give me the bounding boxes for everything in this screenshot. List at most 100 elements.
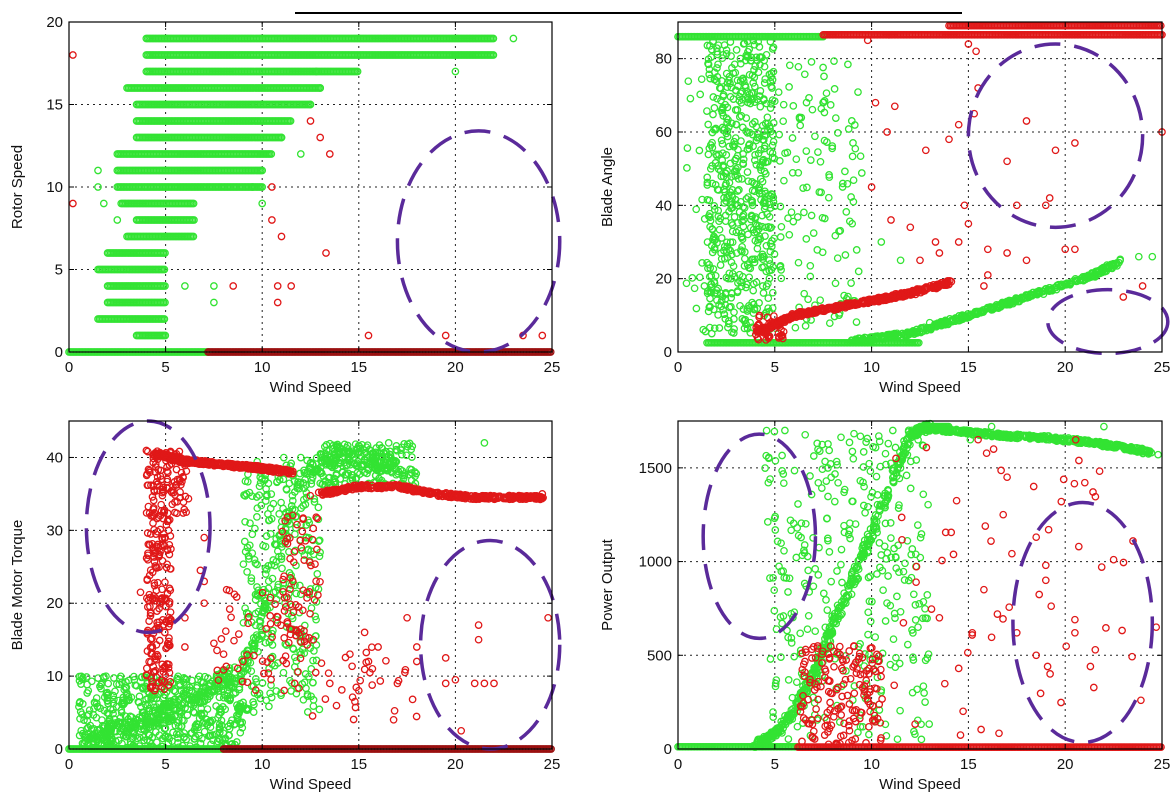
cloud-marker <box>738 235 747 244</box>
cloud-marker <box>721 217 730 226</box>
cloud-marker <box>722 49 731 58</box>
curve-marker <box>267 560 276 569</box>
y-tick-label: 15 <box>46 97 63 114</box>
data-point <box>1134 252 1143 261</box>
data-point <box>954 238 963 246</box>
cloud-marker <box>758 222 767 231</box>
cloud-marker <box>733 76 742 85</box>
cloud-marker <box>723 127 732 135</box>
cloud-marker <box>738 175 746 183</box>
cloud-marker <box>704 59 712 68</box>
curve-marker <box>1053 281 1061 290</box>
cloud-marker <box>731 106 740 114</box>
curve-marker <box>1091 273 1099 281</box>
data-point <box>945 135 953 144</box>
cloud-marker <box>800 70 809 79</box>
data-point <box>983 245 992 254</box>
cloud-marker <box>764 304 772 313</box>
cloud-marker <box>756 60 764 69</box>
cloud-marker <box>727 201 736 209</box>
data-point <box>1061 245 1070 254</box>
cloud-marker <box>776 233 785 241</box>
cloud-marker <box>754 335 763 344</box>
data-point <box>964 40 973 48</box>
cloud-marker <box>752 278 761 287</box>
cloud-marker <box>707 53 716 61</box>
cloud-marker <box>719 92 728 101</box>
curve-marker <box>932 284 941 293</box>
cloud-marker <box>779 117 788 126</box>
band-marker <box>258 166 267 175</box>
curve-marker <box>921 285 929 294</box>
cloud-marker <box>710 104 719 112</box>
cloud-marker <box>710 245 719 254</box>
plot-frame <box>677 21 1163 353</box>
cloud-marker <box>706 288 714 296</box>
cloud-marker <box>768 304 777 312</box>
cloud-marker <box>767 242 776 251</box>
curve-marker <box>307 480 316 488</box>
data-point <box>883 128 891 136</box>
cloud-marker <box>729 262 738 271</box>
cloud-marker <box>713 64 721 72</box>
cloud-marker <box>742 51 751 60</box>
cloud-marker <box>736 89 745 98</box>
cloud-marker <box>700 282 709 290</box>
cloud-marker <box>758 53 766 62</box>
cloud-marker <box>816 296 825 305</box>
data-point <box>441 331 450 340</box>
cloud-marker <box>698 195 706 204</box>
x-tick-label: 15 <box>350 359 367 376</box>
cloud-marker <box>726 159 735 168</box>
cloud-marker <box>715 84 724 92</box>
y-tick-label: 0 <box>55 344 63 361</box>
cloud-marker <box>770 202 779 210</box>
curve-marker <box>1087 272 1096 281</box>
cloud-marker <box>831 231 840 240</box>
y-tick-label: 10 <box>46 179 63 196</box>
cloud-marker <box>825 171 833 179</box>
cloud-marker <box>758 252 767 261</box>
cloud-marker <box>761 199 769 207</box>
cloud-marker <box>825 319 834 328</box>
cloud-marker <box>739 305 748 313</box>
cloud-marker <box>690 284 699 293</box>
curve-marker <box>924 324 932 332</box>
band-marker <box>161 249 169 257</box>
cloud-marker <box>719 126 728 135</box>
cloud-marker <box>764 279 772 288</box>
curve-marker <box>252 631 261 639</box>
cloud-marker <box>734 145 742 154</box>
cloud-marker <box>714 284 722 293</box>
cloud-marker <box>746 223 755 232</box>
cloud-marker <box>683 144 692 152</box>
cloud-marker <box>751 62 760 70</box>
cloud-marker <box>706 74 715 83</box>
curve-marker <box>801 310 809 318</box>
cloud-marker <box>727 119 736 128</box>
cloud-marker <box>740 324 749 333</box>
data-point <box>538 331 547 340</box>
data-point <box>1119 293 1128 301</box>
curve-marker <box>808 307 816 316</box>
cloud-marker <box>754 149 763 158</box>
cloud-marker <box>732 228 741 237</box>
cloud-marker <box>758 156 767 165</box>
cloud-marker <box>703 258 711 267</box>
cloud-marker <box>745 144 754 153</box>
cloud-marker <box>720 310 728 319</box>
curve-marker <box>918 285 926 294</box>
cloud-marker <box>714 212 723 221</box>
cloud-marker <box>768 288 777 297</box>
band-marker <box>161 282 169 290</box>
curve-marker <box>858 298 867 306</box>
y-tick-label: 5 <box>55 262 63 279</box>
cloud-marker <box>766 224 774 233</box>
cloud-marker <box>723 83 732 92</box>
cloud-marker <box>728 141 737 150</box>
data-point <box>210 282 218 290</box>
cloud-marker <box>712 77 721 86</box>
cloud-marker <box>700 215 709 223</box>
cloud-marker <box>729 329 738 337</box>
